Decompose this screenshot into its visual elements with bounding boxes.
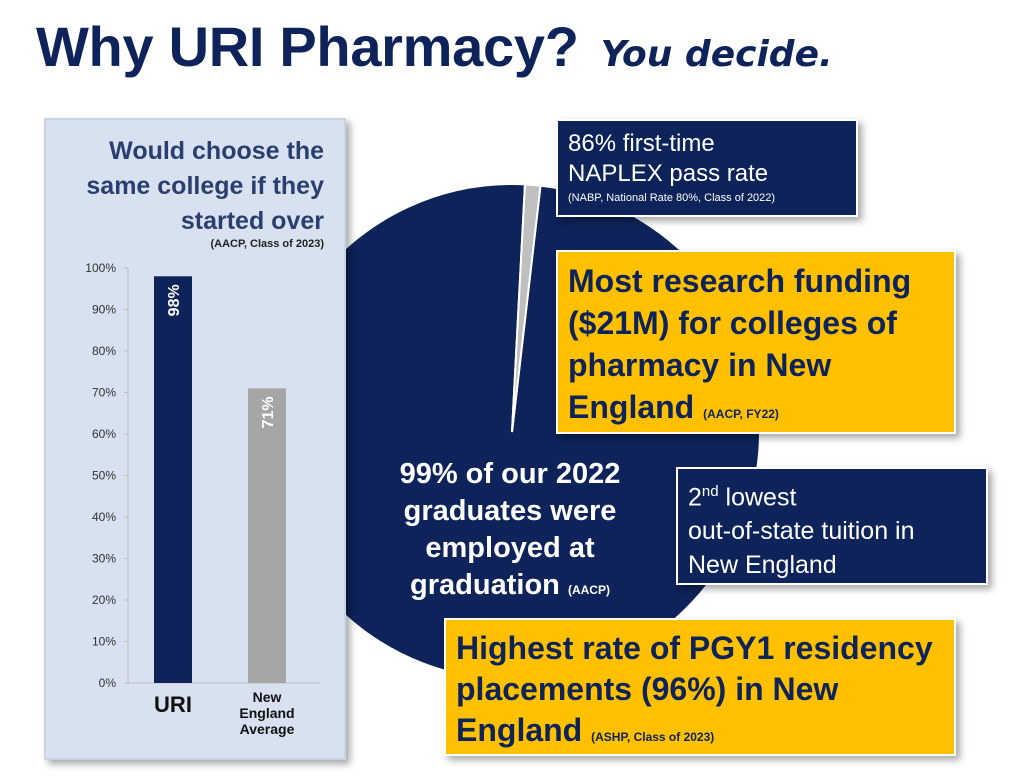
pie-employment-source: (AACP) [567, 583, 610, 597]
y-tick-label: 40% [92, 510, 116, 524]
y-tick-label: 10% [92, 635, 116, 649]
pgy1-text: Highest rate of PGY1 residency placement… [456, 630, 933, 748]
y-tick-label: 0% [99, 676, 117, 690]
chart-title: Would choose the same college if they st… [86, 137, 324, 235]
pie-employment-statement: 99% of our 2022 graduates were employed … [399, 458, 621, 601]
y-tick-label: 80% [92, 344, 116, 358]
x-category-label: URI [154, 692, 192, 717]
tuition-box: 2nd lowest out-of-state tuition in New E… [676, 467, 988, 585]
x-category-label: England [239, 705, 294, 721]
naplex-box: 86% first-time NAPLEX pass rate (NABP, N… [556, 119, 858, 217]
pgy1-source: (ASHP, Class of 2023) [591, 730, 715, 744]
naplex-line-2: NAPLEX pass rate [568, 160, 769, 187]
tuition-rank: 2 [688, 483, 702, 512]
bar-new-england-average [248, 388, 286, 683]
tuition-line-1: lowest [718, 483, 797, 512]
title-subtitle: You decide. [600, 34, 833, 75]
pie-slice-not-employed [511, 183, 542, 433]
tuition-line-2: out-of-state tuition in [688, 517, 915, 546]
tuition-line-3: New England [688, 551, 837, 580]
research-funding-box: Most research funding ($21M) for college… [556, 250, 956, 434]
research-funding-text: Most research funding ($21M) for college… [568, 263, 912, 425]
y-tick-label: 20% [92, 593, 116, 607]
y-tick-label: 30% [92, 552, 116, 566]
bar-chart-panel: Would choose the same college if they st… [44, 118, 346, 760]
title-main: Why URI Pharmacy? [36, 15, 579, 78]
pgy1-box: Highest rate of PGY1 residency placement… [444, 618, 956, 756]
x-category-label: New [253, 689, 282, 705]
y-tick-label: 50% [92, 469, 116, 483]
naplex-line-1: 86% first-time [568, 130, 715, 157]
y-tick-label: 100% [85, 261, 116, 275]
pie-employment-text: 99% of our 2022 graduates were employed … [380, 456, 640, 609]
y-tick-label: 70% [92, 386, 116, 400]
bar-uri [154, 276, 192, 683]
slide-title: Why URI Pharmacy? You decide. [36, 14, 833, 104]
chart-source: (AACP, Class of 2023) [210, 238, 324, 250]
bar-data-label: 98% [166, 284, 183, 316]
naplex-source: (NABP, National Rate 80%, Class of 2022) [568, 192, 776, 204]
research-funding-source: (AACP, FY22) [703, 407, 779, 421]
bar-data-label: 71% [260, 396, 277, 428]
x-category-label: Average [240, 721, 295, 737]
tuition-rank-suffix: nd [701, 483, 719, 500]
y-tick-label: 60% [92, 427, 116, 441]
y-tick-label: 90% [92, 303, 116, 317]
